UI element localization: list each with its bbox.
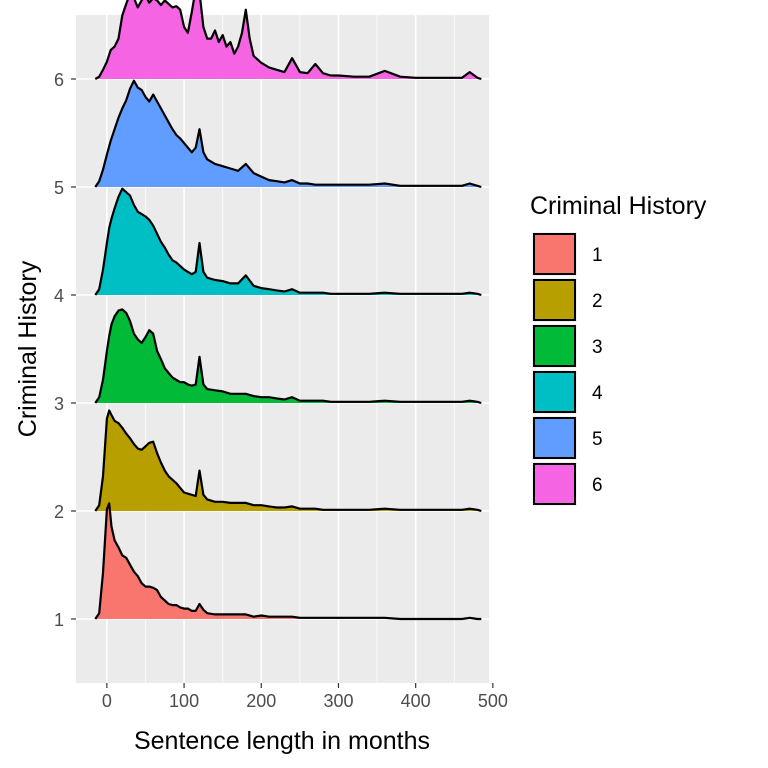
legend-label-5: 5 <box>592 429 603 450</box>
legend-items: 1 2 3 4 5 6 <box>532 232 603 506</box>
legend-item-6: 6 <box>532 462 603 506</box>
legend-title: Criminal History <box>530 192 707 220</box>
ridge-line-2 <box>94 409 482 513</box>
legend-item-1: 1 <box>532 232 603 276</box>
y-tick-label: 3 <box>54 394 64 414</box>
legend-label-1: 1 <box>592 245 603 266</box>
y-tick-label: 1 <box>54 610 64 630</box>
legend-swatch-4 <box>533 371 576 413</box>
x-tick-label: 500 <box>478 691 508 711</box>
legend-label-6: 6 <box>592 475 603 496</box>
ridge-fill-2 <box>95 410 482 511</box>
x-tick-label: 0 <box>102 691 112 711</box>
legend-label-3: 3 <box>592 337 603 358</box>
x-tick-label: 400 <box>401 691 431 711</box>
ridge-line-3 <box>94 308 482 405</box>
ridge-fill-3 <box>95 309 482 403</box>
legend-swatch-2 <box>533 279 576 321</box>
ridge-fill-5 <box>95 80 482 187</box>
ridge-fill-1 <box>95 503 482 619</box>
legend-swatch-6 <box>533 463 576 505</box>
legend-item-2: 2 <box>532 278 603 322</box>
legend-item-4: 4 <box>532 370 603 414</box>
legend-swatch-3 <box>533 325 576 367</box>
y-tick-label: 4 <box>54 286 64 306</box>
y-tick-label: 6 <box>54 70 64 90</box>
ridge-line-4 <box>94 187 482 297</box>
legend-swatch-5 <box>533 417 576 459</box>
ridge-line-6 <box>94 0 482 81</box>
legend-label-4: 4 <box>592 383 603 404</box>
ridge-line-1 <box>94 502 482 621</box>
legend-item-3: 3 <box>532 324 603 368</box>
ridge-fill-6 <box>95 0 482 79</box>
x-axis: 0 100 200 300 400 500 <box>102 683 508 711</box>
y-tick-label: 2 <box>54 502 64 522</box>
legend-label-2: 2 <box>592 291 603 312</box>
x-tick-label: 300 <box>323 691 353 711</box>
y-axis-title: Criminal History <box>14 260 42 437</box>
x-axis-title: Sentence length in months <box>134 727 430 755</box>
ridge-fill-4 <box>95 188 482 295</box>
ridge-line-5 <box>94 79 482 189</box>
y-tick-label: 5 <box>54 178 64 198</box>
legend-item-5: 5 <box>532 416 603 460</box>
x-tick-label: 200 <box>246 691 276 711</box>
x-tick-label: 100 <box>169 691 199 711</box>
legend: Criminal History 1 2 3 4 5 6 <box>530 192 707 506</box>
legend-swatch-1 <box>533 233 576 275</box>
y-axis: 1 2 3 4 5 6 <box>54 70 76 630</box>
density-ridges <box>94 0 482 621</box>
